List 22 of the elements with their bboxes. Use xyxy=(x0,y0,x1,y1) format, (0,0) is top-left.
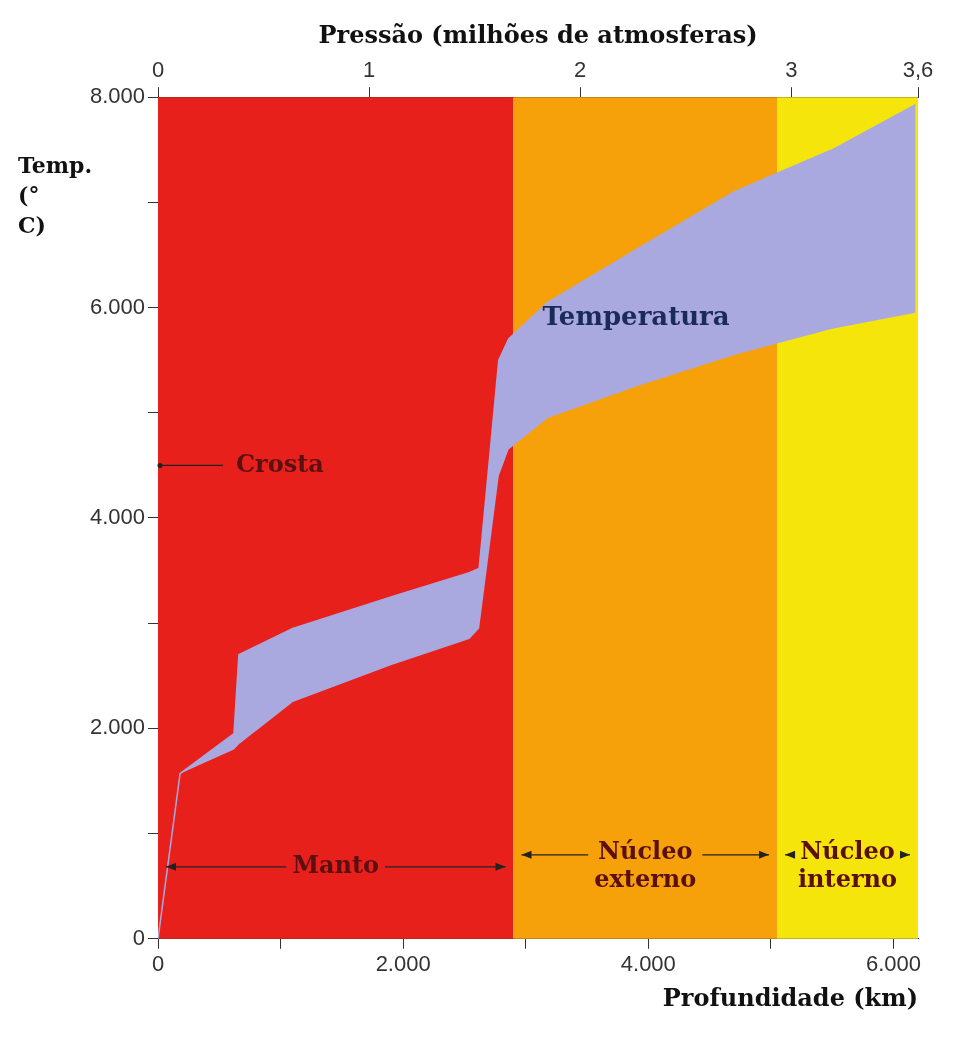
x2-tick-label: 0 xyxy=(151,57,165,83)
y-axis-title: Temp. (° C) xyxy=(18,151,93,238)
y-tick-label: 2.000 xyxy=(89,714,145,740)
y-tick-label: 8.000 xyxy=(89,83,145,109)
x-axis-title: Profundidade (km) xyxy=(662,982,918,1012)
x2-tick-label: 3,6 xyxy=(902,57,934,83)
y-tick-label: 4.000 xyxy=(89,504,145,530)
band-label: Núcleo interno xyxy=(798,836,898,894)
band-label: Núcleo externo xyxy=(594,836,697,894)
x2-tick-label: 2 xyxy=(574,57,587,83)
y-tick-label: 0 xyxy=(132,924,145,950)
series-label: Temperatura xyxy=(542,300,730,331)
y-tick-label: 6.000 xyxy=(89,293,145,319)
x2-axis-title: Pressão (milhões de atmosferas) xyxy=(318,19,758,49)
x2-tick-label: 3 xyxy=(785,57,798,83)
x-tick-label: 0 xyxy=(151,951,165,977)
x-tick-label: 4.000 xyxy=(620,951,676,977)
x-tick-label: 2.000 xyxy=(375,951,431,977)
annotation: Crosta xyxy=(236,448,324,478)
x-tick-label: 6.000 xyxy=(865,951,922,977)
band-label: Manto xyxy=(292,850,380,880)
x2-tick-label: 1 xyxy=(362,57,376,83)
